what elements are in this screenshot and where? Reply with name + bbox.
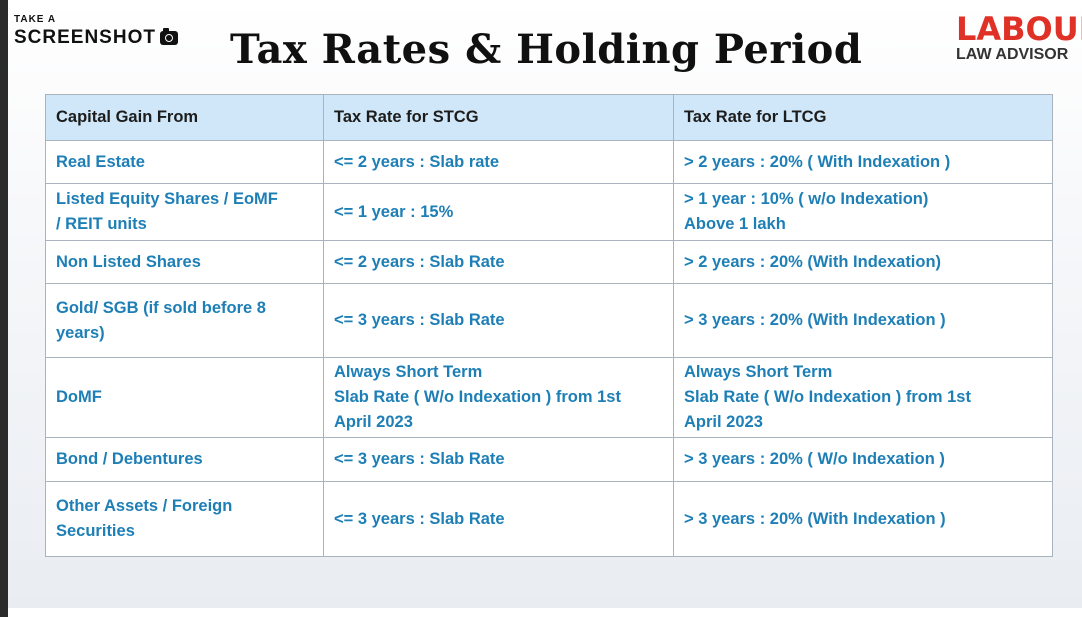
logo-top-text: LABOUR bbox=[956, 10, 1082, 48]
table-row: Bond / Debentures <= 3 years : Slab Rate… bbox=[45, 437, 1053, 482]
cell-ltcg: > 3 years : 20% (With Indexation ) bbox=[673, 283, 1053, 358]
camera-icon bbox=[159, 28, 178, 45]
cell-stcg: <= 3 years : Slab Rate bbox=[323, 481, 674, 557]
cell-asset: DoMF bbox=[45, 357, 324, 438]
table-row: Listed Equity Shares / EoMF / REIT units … bbox=[45, 183, 1053, 241]
table-row: Gold/ SGB (if sold before 8 years) <= 3 y… bbox=[45, 283, 1053, 358]
cell-stcg: <= 3 years : Slab Rate bbox=[323, 283, 674, 358]
cell-ltcg: > 3 years : 20% (With Indexation ) bbox=[673, 481, 1053, 557]
bottom-strip bbox=[8, 608, 1082, 617]
page-title: Tax Rates & Holding Period bbox=[230, 26, 863, 73]
cell-ltcg: > 1 year : 10% ( w/o Indexation) Above 1 … bbox=[673, 183, 1053, 241]
table-row: Non Listed Shares <= 2 years : Slab Rate… bbox=[45, 240, 1053, 284]
cell-asset: Non Listed Shares bbox=[45, 240, 324, 284]
watermark-line2: SCREENSHOT bbox=[14, 27, 156, 48]
table-row: Other Assets / Foreign Securities <= 3 ye… bbox=[45, 481, 1053, 557]
table-header-row: Capital Gain From Tax Rate for STCG Tax … bbox=[45, 94, 1053, 141]
cell-stcg: Always Short Term Slab Rate ( W/o Indexat… bbox=[323, 357, 674, 438]
header-capital-gain-from: Capital Gain From bbox=[45, 94, 324, 141]
cell-ltcg: > 2 years : 20% (With Indexation) bbox=[673, 240, 1053, 284]
tax-rates-table: Capital Gain From Tax Rate for STCG Tax … bbox=[45, 94, 1053, 557]
watermark-line1: TAKE A bbox=[14, 14, 57, 25]
table-row: DoMF Always Short Term Slab Rate ( W/o In… bbox=[45, 357, 1053, 438]
labour-law-advisor-logo: LABOUR LAW ADVISOR bbox=[956, 10, 1082, 70]
cell-asset: Real Estate bbox=[45, 140, 324, 184]
cell-stcg: <= 3 years : Slab Rate bbox=[323, 437, 674, 482]
cell-ltcg: > 3 years : 20% ( W/o Indexation ) bbox=[673, 437, 1053, 482]
header-stcg: Tax Rate for STCG bbox=[323, 94, 674, 141]
cell-asset: Listed Equity Shares / EoMF / REIT units bbox=[45, 183, 324, 241]
cell-asset: Gold/ SGB (if sold before 8 years) bbox=[45, 283, 324, 358]
cell-stcg: <= 2 years : Slab rate bbox=[323, 140, 674, 184]
cell-asset: Bond / Debentures bbox=[45, 437, 324, 482]
cell-asset: Other Assets / Foreign Securities bbox=[45, 481, 324, 557]
slide: TAKE A SCREENSHOT Tax Rates & Holding Pe… bbox=[8, 0, 1082, 608]
logo-bottom-text: LAW ADVISOR bbox=[956, 46, 1069, 63]
table-row: Real Estate <= 2 years : Slab rate > 2 y… bbox=[45, 140, 1053, 184]
cell-stcg: <= 1 year : 15% bbox=[323, 183, 674, 241]
header-ltcg: Tax Rate for LTCG bbox=[673, 94, 1053, 141]
cell-ltcg: > 2 years : 20% ( With Indexation ) bbox=[673, 140, 1053, 184]
window-edge bbox=[0, 0, 8, 617]
screenshot-watermark: TAKE A SCREENSHOT bbox=[14, 14, 178, 50]
cell-stcg: <= 2 years : Slab Rate bbox=[323, 240, 674, 284]
cell-ltcg: Always Short Term Slab Rate ( W/o Indexat… bbox=[673, 357, 1053, 438]
